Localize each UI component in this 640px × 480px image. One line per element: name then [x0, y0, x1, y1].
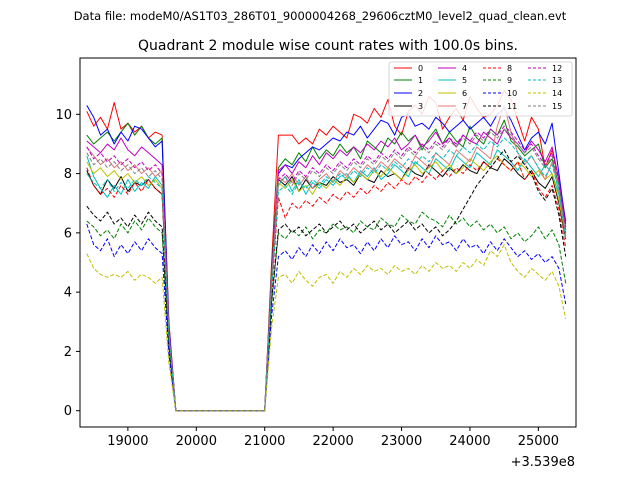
- legend-label: 1: [418, 76, 423, 85]
- series-line-11: [86, 149, 567, 412]
- series-line-12: [86, 125, 567, 412]
- legend-label: 7: [462, 102, 467, 111]
- x-axis: 19000 20000 21000 22000 23000 24000 25000: [107, 427, 559, 449]
- y-tick-label: 0: [64, 404, 72, 419]
- legend-entry-6: 6: [438, 89, 467, 98]
- legend-label: 11: [507, 102, 517, 111]
- series-line-10: [86, 223, 567, 412]
- legend-label: 10: [507, 89, 517, 98]
- legend-entry-12: 12: [528, 64, 562, 73]
- legend-label: 4: [462, 64, 467, 73]
- y-tick-label: 10: [55, 108, 72, 123]
- legend-entry-5: 5: [438, 76, 467, 85]
- legend-entry-2: 2: [394, 89, 423, 98]
- plot-area: 19000 20000 21000 22000 23000 24000 25000 0 2 4 6…: [55, 57, 577, 470]
- legend-entry-11: 11: [483, 102, 517, 111]
- legend-label: 9: [507, 76, 512, 85]
- series-line-14: [86, 244, 567, 412]
- legend-label: 6: [462, 89, 467, 98]
- y-tick-label: 2: [64, 345, 72, 360]
- x-tick-label: 20000: [176, 434, 217, 449]
- y-axis: 0 2 4 6 8 10: [55, 108, 80, 419]
- legend-entry-7: 7: [438, 102, 467, 111]
- legend-label: 3: [418, 102, 423, 111]
- axes-frame: [79, 57, 577, 428]
- legend-label: 5: [462, 76, 467, 85]
- data-file-suptitle: Data file: modeM0/AS1T03_286T01_90000042…: [74, 9, 567, 23]
- x-tick-label: 24000: [449, 434, 490, 449]
- x-tick-label: 22000: [312, 434, 353, 449]
- legend-entry-1: 1: [394, 76, 423, 85]
- series-layer: [86, 90, 567, 412]
- legend-label: 12: [552, 64, 562, 73]
- legend-entry-10: 10: [483, 89, 517, 98]
- series-line-15: [86, 128, 567, 412]
- legend-label: 2: [418, 89, 423, 98]
- legend-label: 14: [552, 89, 562, 98]
- x-tick-label: 19000: [107, 434, 148, 449]
- legend-entry-0: 0: [394, 64, 423, 73]
- y-tick-label: 8: [64, 167, 72, 182]
- legend-entry-8: 8: [483, 64, 512, 73]
- x-tick-label: 23000: [381, 434, 422, 449]
- legend-entry-15: 15: [528, 102, 562, 111]
- legend-entry-4: 4: [438, 64, 467, 73]
- legend-box: [388, 61, 573, 117]
- y-tick-label: 4: [64, 286, 72, 301]
- x-offset-label: +3.539e8: [511, 455, 575, 470]
- x-tick-label: 25000: [518, 434, 559, 449]
- legend-entry-14: 14: [528, 89, 562, 98]
- y-tick-label: 6: [64, 226, 72, 241]
- legend-label: 0: [418, 64, 423, 73]
- legend-entry-13: 13: [528, 76, 562, 85]
- chart-title: Quadrant 2 module wise count rates with …: [138, 38, 518, 54]
- legend-entry-3: 3: [394, 102, 423, 111]
- legend-label: 13: [552, 76, 562, 85]
- legend-label: 15: [552, 102, 562, 111]
- legend-entry-9: 9: [483, 76, 512, 85]
- legend-label: 8: [507, 64, 512, 73]
- x-tick-label: 21000: [244, 434, 285, 449]
